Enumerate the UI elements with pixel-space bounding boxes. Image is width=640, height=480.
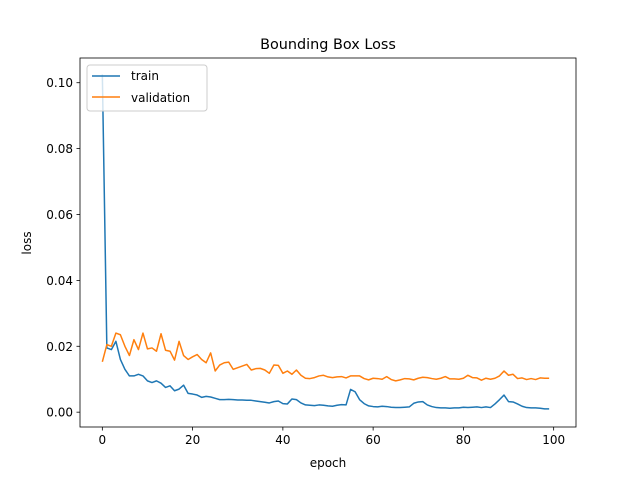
x-tick-label: 0 [99,433,107,447]
y-tick-label: 0.10 [46,76,73,90]
y-axis-label: loss [20,231,34,254]
x-axis-ticks: 0 20 40 60 80 100 [99,427,565,447]
y-tick-label: 0.02 [46,340,73,354]
x-axis-label: epoch [310,456,347,470]
y-tick-label: 0.08 [46,142,73,156]
x-tick-label: 40 [275,433,290,447]
x-tick-label: 100 [542,433,565,447]
legend-label-train: train [131,69,159,83]
x-tick-label: 80 [456,433,471,447]
series-line-validation [101,332,550,382]
y-tick-label: 0.00 [46,406,73,420]
chart-title: Bounding Box Loss [260,37,396,53]
legend-label-validation: validation [131,91,190,105]
y-tick-label: 0.06 [46,208,73,222]
series-layer [101,74,550,410]
series-line-train [101,74,550,410]
plot-frame [79,57,577,428]
y-axis-ticks: 0.00 0.02 0.04 0.06 0.08 0.10 [46,76,80,420]
y-tick-label: 0.04 [46,274,73,288]
x-tick-label: 60 [365,433,380,447]
legend: train validation [86,64,208,112]
x-tick-label: 20 [185,433,200,447]
